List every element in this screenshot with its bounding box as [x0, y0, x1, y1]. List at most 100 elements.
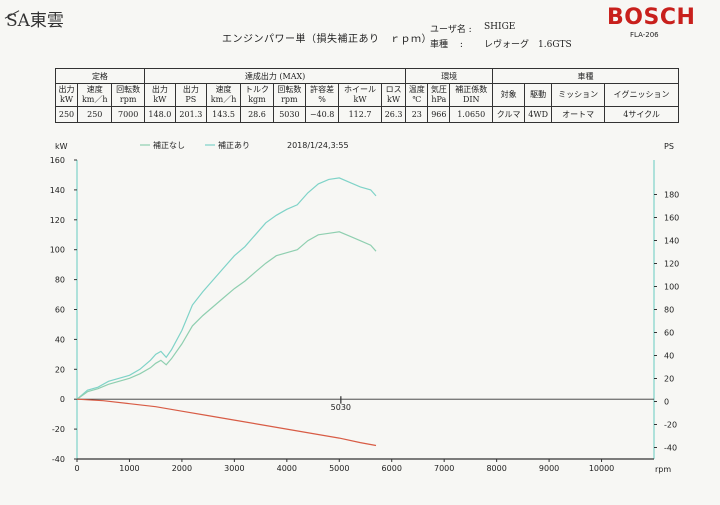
header-label: 出力 — [151, 85, 168, 94]
left-axis-ticks: -40 -20 0 20 40 60 80 100 120 140 160 — [50, 156, 77, 464]
spec-value-cell: −40.8 — [305, 106, 340, 123]
spec-value-row: 250 250 7000 148.0 201.3 143.5 28.6 5030 −40.8 11… — [54, 106, 679, 123]
x-axis-unit: rpm — [655, 465, 671, 474]
header-label: 気圧 — [430, 85, 447, 94]
header-label: 速度 — [86, 85, 103, 94]
x-tick-label: 4000 — [277, 464, 297, 473]
x-tick-label: 3000 — [224, 464, 244, 473]
series-line-2 — [76, 398, 377, 447]
x-tick-label: 9000 — [539, 464, 559, 473]
chart-series — [76, 177, 377, 447]
right-tick-label: 180 — [664, 191, 679, 200]
right-tick-label: 140 — [664, 237, 679, 246]
header-unit: rpm — [119, 95, 137, 104]
legend-corrected: 補正あり — [218, 140, 250, 150]
series-line-0 — [76, 177, 377, 400]
spec-value-cell: 250 — [54, 106, 79, 123]
left-tick-label: 20 — [55, 365, 65, 374]
left-tick-label: 160 — [50, 156, 65, 165]
x-tick-label: 1000 — [119, 464, 139, 473]
spec-value-cell: 5030 — [272, 106, 307, 123]
right-tick-label: 100 — [664, 283, 679, 292]
left-tick-label: 120 — [50, 216, 65, 225]
header-unit: kW — [153, 95, 167, 104]
right-axis-unit: PS — [664, 142, 674, 151]
spec-header-cell: 補正係数 DIN — [449, 83, 494, 107]
model-code: FLA-206 — [630, 31, 659, 39]
spec-value-cell: 250 — [77, 106, 113, 123]
header-label: ロス — [385, 85, 402, 94]
spec-value-cell: 7000 — [111, 106, 145, 123]
header-label: 補正係数 — [455, 85, 488, 94]
x-tick-label: 0 — [74, 464, 79, 473]
header-label: 対象 — [500, 90, 517, 99]
header-unit: PS — [185, 95, 197, 104]
left-tick-label: 40 — [55, 335, 65, 344]
right-tick-label: 160 — [664, 214, 679, 223]
right-tick-label: 20 — [664, 375, 674, 384]
header-unit: kgm — [248, 95, 266, 104]
legend-uncorrected: 補正なし — [153, 140, 185, 150]
header-label: 出力 — [58, 85, 75, 94]
header-label: 回転数 — [277, 85, 302, 94]
header-unit: ℃ — [412, 95, 422, 104]
spec-value-cell: 112.7 — [338, 106, 382, 123]
spec-value-cell: 28.6 — [240, 106, 274, 123]
header-label: 温度 — [408, 85, 425, 94]
vehicle-label: 車種 : — [430, 40, 463, 50]
left-tick-label: 100 — [50, 246, 65, 255]
x-tick-label: 2000 — [172, 464, 192, 473]
spec-value-cell: 966 — [427, 106, 451, 123]
spec-header-cell: 出力 kW — [143, 83, 176, 107]
spec-value-cell: オートマ — [551, 106, 606, 123]
left-tick-label: 140 — [50, 186, 65, 195]
x-tick-label: 7000 — [434, 464, 454, 473]
header-label: 出力 — [182, 85, 199, 94]
document-title: エンジンパワー単（損失補正あり ｒｐｍ） — [222, 34, 432, 45]
brand-logo: BOSCH — [607, 5, 696, 30]
right-tick-label: -20 — [664, 421, 677, 430]
spec-header-cell: 回転数 rpm — [272, 83, 307, 107]
handwritten-note: SA東雲 — [6, 11, 64, 31]
right-tick-label: 120 — [664, 260, 679, 269]
header-unit: hPa — [431, 95, 447, 104]
spec-header-cell: 駆動 — [524, 83, 553, 107]
header-unit: DIN — [462, 95, 480, 104]
user-name-value: SHIGE — [484, 22, 516, 32]
header-label: トルク — [244, 85, 269, 94]
left-tick-label: 60 — [55, 306, 65, 315]
header-label: ミッション — [558, 90, 599, 99]
x-tick-label: 5000 — [329, 464, 349, 473]
vehicle-value: レヴォーグ 1.6GTS — [484, 40, 572, 50]
header-label: 許容差 — [310, 85, 335, 94]
marker-label: 5030 — [331, 403, 351, 412]
spec-value-cell: クルマ — [492, 106, 526, 123]
header-label: 駆動 — [530, 90, 547, 99]
spec-value-cell: 26.3 — [380, 106, 407, 123]
spec-header-cell: 速度 km／h — [205, 83, 242, 107]
header-label: ホイール — [344, 85, 377, 94]
header-label: イグニッション — [613, 90, 670, 99]
spec-value-cell: 4サイクル — [604, 106, 679, 123]
user-name-label: ユーザ名 : — [430, 25, 472, 35]
series-line-1 — [76, 231, 377, 400]
header-unit: kW — [59, 95, 74, 104]
header-unit: % — [318, 95, 326, 104]
left-tick-label: -20 — [52, 425, 65, 434]
header-unit: kW — [353, 95, 367, 104]
header-label: 回転数 — [116, 85, 141, 94]
left-axis-unit: kW — [55, 142, 68, 151]
left-tick-label: 0 — [60, 395, 65, 404]
right-tick-label: 0 — [664, 398, 669, 407]
right-tick-label: -40 — [664, 444, 677, 453]
spec-table: 定格 達成出力 (MAX) 環境 車種 出力 kW 速度 km／h 回転数 rpm 出力 kW… — [54, 68, 679, 123]
right-tick-label: 40 — [664, 352, 674, 361]
test-date: 2018/1/24,3:55 — [287, 141, 349, 150]
x-axis-ticks: 0 1000 2000 3000 4000 5000 6000 7000 8000 9000 100… — [74, 459, 614, 473]
left-tick-label: 80 — [55, 276, 65, 285]
header-unit: km／h — [81, 95, 108, 104]
chart-frame — [76, 160, 655, 460]
header-unit: km／h — [210, 95, 237, 104]
header-unit: kW — [387, 95, 401, 104]
